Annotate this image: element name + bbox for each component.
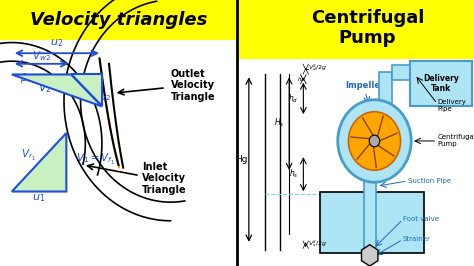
FancyBboxPatch shape <box>392 65 444 80</box>
Text: $V_{w2}$: $V_{w2}$ <box>32 49 51 63</box>
Text: $V_s^2/2g$: $V_s^2/2g$ <box>308 238 327 249</box>
FancyBboxPatch shape <box>364 181 375 253</box>
Text: $V_2$: $V_2$ <box>38 81 52 95</box>
Text: Centrifugal
Pump: Centrifugal Pump <box>437 135 474 147</box>
Text: $\theta$: $\theta$ <box>16 181 24 194</box>
Text: $V_1 = V_{f_1}$: $V_1 = V_{f_1}$ <box>76 152 115 167</box>
Text: Centrifugal
Pump: Centrifugal Pump <box>310 9 424 47</box>
Polygon shape <box>12 133 66 192</box>
Text: Foot valve: Foot valve <box>403 217 439 222</box>
Text: $\alpha$: $\alpha$ <box>54 180 62 190</box>
Text: $H_s$: $H_s$ <box>274 116 284 128</box>
Text: $\beta$: $\beta$ <box>20 72 27 85</box>
Text: $u_1$: $u_1$ <box>32 192 46 204</box>
Text: $\Phi$: $\Phi$ <box>88 75 97 87</box>
Text: $u_2$: $u_2$ <box>50 38 64 49</box>
Text: Inlet
Velocity
Triangle: Inlet Velocity Triangle <box>142 162 187 195</box>
Polygon shape <box>12 74 102 106</box>
Text: Delivery
Tank: Delivery Tank <box>423 74 459 93</box>
Circle shape <box>348 112 401 170</box>
Text: $V_d^2/2g$: $V_d^2/2g$ <box>308 63 327 73</box>
Text: $h_s$: $h_s$ <box>289 168 299 180</box>
FancyBboxPatch shape <box>320 192 424 253</box>
Text: $V_{f2}$: $V_{f2}$ <box>68 82 83 96</box>
Text: $V_{r_1}$: $V_{r_1}$ <box>21 148 36 163</box>
Text: Hg: Hg <box>236 155 248 164</box>
FancyBboxPatch shape <box>237 59 474 266</box>
Text: $h_d$: $h_d$ <box>288 92 299 105</box>
Text: Strainer: Strainer <box>403 236 431 242</box>
FancyBboxPatch shape <box>0 0 237 40</box>
FancyBboxPatch shape <box>237 0 474 59</box>
Text: $h_{d}$: $h_{d}$ <box>297 75 305 84</box>
Text: Suction Pipe: Suction Pipe <box>408 178 451 184</box>
Text: Velocity triangles: Velocity triangles <box>30 11 207 29</box>
Text: Outlet
Velocity
Triangle: Outlet Velocity Triangle <box>171 69 215 102</box>
Text: $V_{r2}$: $V_{r2}$ <box>95 89 111 103</box>
Text: Impeller: Impeller <box>345 81 385 90</box>
FancyBboxPatch shape <box>410 61 472 106</box>
Circle shape <box>337 100 411 182</box>
FancyBboxPatch shape <box>379 72 392 112</box>
Polygon shape <box>71 74 102 106</box>
FancyBboxPatch shape <box>0 40 237 266</box>
Circle shape <box>369 135 380 147</box>
Text: Delivery
Pipe: Delivery Pipe <box>437 99 466 111</box>
